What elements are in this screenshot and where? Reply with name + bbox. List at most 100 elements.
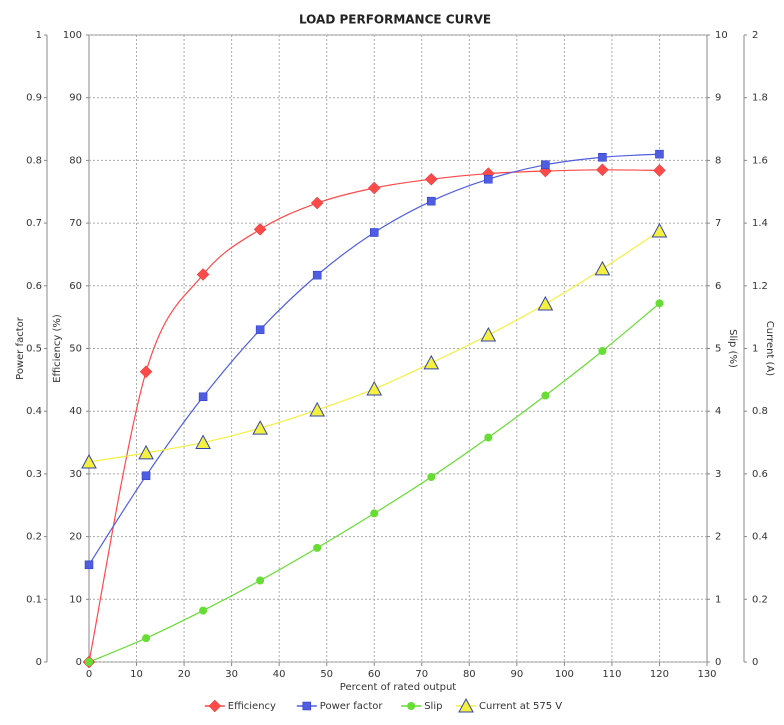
x-tick-label: 0	[86, 669, 92, 680]
marker	[138, 444, 154, 460]
marker	[655, 149, 664, 159]
x-tick-label: 10	[130, 669, 143, 680]
x-tick-label: 40	[273, 669, 286, 680]
y-tick-label: 2	[715, 532, 721, 543]
y-tick-label: 9	[715, 93, 721, 104]
y-axis-title: Efficiency (%)	[52, 314, 63, 383]
marker	[198, 392, 208, 402]
marker	[195, 434, 211, 450]
marker	[310, 196, 324, 210]
legend-label: Slip	[424, 701, 442, 712]
y-axis-title: Power factor	[15, 316, 26, 380]
y-tick-label: 0.3	[26, 469, 42, 480]
x-tick-label: 100	[555, 669, 574, 680]
marker	[484, 174, 493, 184]
y-tick-label: 0.2	[26, 532, 42, 543]
marker	[594, 260, 611, 276]
chart-title: LOAD PERFORMANCE CURVE	[299, 13, 491, 27]
x-tick-label: 30	[225, 669, 238, 680]
marker	[424, 172, 438, 186]
y-tick-label: 100	[63, 30, 82, 41]
y-tick-label: 0	[752, 657, 758, 668]
legend-item: Power factor	[296, 701, 384, 712]
marker	[484, 433, 493, 442]
y-tick-label: 6	[715, 281, 721, 292]
marker	[312, 270, 322, 280]
marker	[81, 453, 97, 469]
y-tick-label: 0.9	[26, 93, 42, 104]
marker	[407, 702, 416, 710]
y-axis-title: Slip (%)	[727, 329, 738, 368]
marker	[651, 222, 668, 238]
y-tick-label: 1	[715, 594, 721, 605]
y-tick-label: 0.1	[26, 594, 42, 605]
legend-label: Current at 575 V	[479, 701, 562, 712]
x-tick-label: 50	[320, 669, 333, 680]
y-tick-label: 30	[69, 469, 82, 480]
y-tick-label: 1.4	[752, 218, 768, 229]
marker	[537, 295, 554, 311]
marker	[142, 634, 151, 643]
y-tick-label: 0.6	[26, 281, 42, 292]
y-tick-label: 10	[715, 30, 728, 41]
x-tick-label: 20	[178, 669, 191, 680]
y-tick-label: 1.6	[752, 155, 768, 166]
y-tick-label: 40	[69, 406, 82, 417]
y-tick-label: 0	[715, 657, 721, 668]
y-tick-label: 0.7	[26, 218, 42, 229]
y-tick-label: 0.4	[26, 406, 42, 417]
y-tick-label: 90	[69, 93, 82, 104]
marker	[427, 196, 436, 206]
marker	[655, 299, 664, 308]
y-tick-label: 0.5	[26, 344, 42, 355]
marker	[256, 576, 265, 585]
x-tick-label: 90	[510, 669, 523, 680]
series-line	[88, 230, 660, 463]
y-axis-title: Current (A)	[764, 321, 775, 376]
y-tick-label: 1	[752, 344, 758, 355]
marker	[369, 228, 379, 237]
legend-label: Efficiency	[228, 701, 276, 712]
x-tick-label: 120	[650, 669, 669, 680]
y-tick-label: 0.4	[752, 532, 768, 543]
marker	[208, 699, 222, 713]
y-tick-label: 7	[715, 218, 721, 229]
marker	[302, 701, 312, 711]
marker	[427, 473, 436, 482]
marker	[480, 326, 497, 342]
marker	[255, 325, 265, 334]
marker	[598, 347, 607, 356]
marker	[370, 509, 379, 518]
marker	[85, 658, 93, 666]
y-tick-label: 60	[69, 281, 82, 292]
x-tick-label: 110	[602, 669, 621, 680]
y-tick-label: 0.8	[26, 155, 42, 166]
x-tick-label: 130	[697, 669, 716, 680]
marker	[141, 471, 151, 481]
marker	[313, 543, 322, 552]
legend-label: Power factor	[320, 701, 384, 712]
x-tick-label: 70	[415, 669, 428, 680]
marker	[367, 181, 381, 195]
y-tick-label: 10	[69, 594, 82, 605]
marker	[366, 380, 383, 396]
y-tick-label: 1.2	[752, 281, 768, 292]
marker	[598, 153, 607, 162]
y-tick-label: 20	[69, 532, 82, 543]
x-tick-label: 60	[368, 669, 381, 680]
marker	[541, 391, 550, 400]
marker	[84, 560, 94, 570]
y-tick-label: 80	[69, 155, 82, 166]
y-tick-label: 0.8	[752, 406, 768, 417]
y-tick-label: 3	[715, 469, 721, 480]
marker	[653, 164, 666, 177]
y-tick-label: 0.2	[752, 594, 768, 605]
x-tick-label: 80	[463, 669, 476, 680]
x-axis-title: Percent of rated output	[340, 682, 457, 693]
marker	[252, 420, 268, 435]
series-line	[88, 153, 660, 566]
y-tick-label: 5	[715, 344, 721, 355]
marker	[458, 697, 474, 713]
y-tick-label: 8	[715, 155, 721, 166]
y-tick-label: 1	[36, 30, 42, 41]
